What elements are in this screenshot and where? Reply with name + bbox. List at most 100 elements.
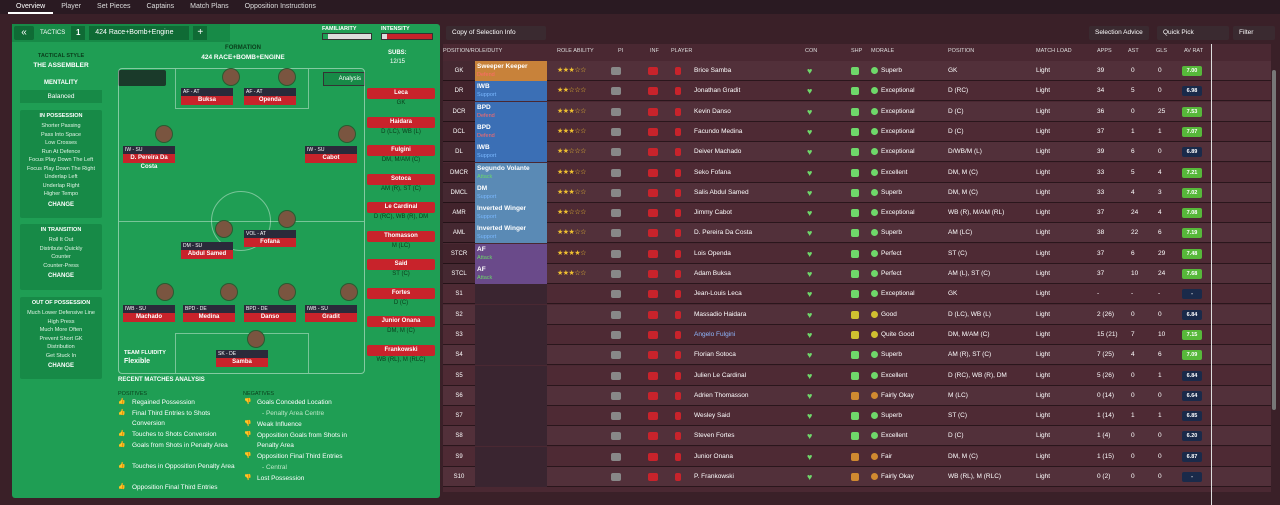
role-select[interactable]: Inverted Winger Support bbox=[475, 203, 547, 224]
player-role[interactable]: AF - AT bbox=[244, 88, 296, 96]
pitch-player[interactable]: VOL - AT Fofana bbox=[244, 230, 296, 247]
player-name[interactable]: Danso bbox=[244, 313, 296, 322]
role-select[interactable] bbox=[475, 467, 547, 487]
hol-badge[interactable] bbox=[648, 209, 658, 218]
player-name[interactable]: Brice Samba bbox=[694, 67, 732, 74]
player-role[interactable]: DM - SU bbox=[181, 242, 233, 250]
player-role[interactable]: IW - SU bbox=[305, 146, 357, 154]
sub-player[interactable]: Leca bbox=[367, 88, 435, 99]
selection-advice-button[interactable]: Selection Advice bbox=[1089, 26, 1149, 40]
player-info-icon[interactable] bbox=[611, 473, 621, 481]
tactic-slot-button[interactable]: 1 bbox=[71, 26, 86, 40]
player-role[interactable]: IWB - SU bbox=[305, 305, 357, 313]
hol-badge[interactable] bbox=[648, 148, 658, 157]
role-select[interactable]: AF Attack bbox=[475, 243, 547, 264]
tactic-select[interactable]: 424 Race+Bomb+Engine bbox=[89, 26, 190, 40]
player-info-icon[interactable] bbox=[611, 351, 621, 360]
player-role[interactable]: IW - SU bbox=[123, 146, 175, 154]
player-name[interactable]: Medina bbox=[183, 313, 235, 322]
player-name[interactable]: Machado bbox=[123, 313, 175, 322]
tab-captains[interactable]: Captains bbox=[146, 3, 175, 10]
hol-badge[interactable] bbox=[648, 473, 658, 481]
hol-badge[interactable] bbox=[648, 249, 658, 258]
role-select[interactable]: BPD Defend bbox=[475, 101, 547, 122]
player-info-icon[interactable] bbox=[611, 87, 621, 96]
back-icon[interactable]: « bbox=[14, 26, 34, 40]
player-info-icon[interactable] bbox=[611, 452, 621, 461]
player-info-icon[interactable] bbox=[611, 188, 621, 197]
player-role[interactable]: BPD - DE bbox=[183, 305, 235, 313]
player-name[interactable]: Fofana bbox=[244, 238, 296, 247]
player-info-icon[interactable] bbox=[611, 107, 621, 116]
sub-player[interactable]: Haidara bbox=[367, 116, 435, 128]
sub-player[interactable]: Frankowski bbox=[367, 344, 435, 356]
role-select[interactable] bbox=[475, 385, 547, 406]
player-role[interactable]: SK - DE bbox=[216, 350, 268, 358]
change-possession-button[interactable]: CHANGE bbox=[47, 201, 74, 208]
player-name[interactable]: Lois Openda bbox=[694, 249, 731, 257]
pitch-player[interactable]: IWB - SU Machado bbox=[123, 305, 175, 322]
role-select[interactable] bbox=[475, 304, 547, 325]
tab-opposition-instructions[interactable]: Opposition Instructions bbox=[244, 3, 316, 10]
mentality-select[interactable]: Balanced bbox=[20, 90, 102, 103]
hol-badge[interactable] bbox=[648, 432, 658, 441]
pitch-player[interactable]: DM - SU Abdul Samed bbox=[181, 242, 233, 259]
analysis-title[interactable]: RECENT MATCHES ANALYSIS bbox=[118, 377, 205, 383]
player-name[interactable]: Seko Fofana bbox=[694, 168, 731, 176]
column-header[interactable]: POSITION/ROLE/DUTY bbox=[443, 48, 503, 54]
player-info-icon[interactable] bbox=[611, 270, 621, 278]
player-name[interactable]: Cabot bbox=[305, 154, 357, 163]
hol-badge[interactable] bbox=[648, 229, 658, 238]
role-select[interactable]: AF Attack bbox=[475, 264, 547, 284]
player-name[interactable]: Wesley Said bbox=[694, 412, 731, 420]
role-select[interactable]: DM Support bbox=[475, 182, 547, 203]
player-role[interactable]: VOL - AT bbox=[244, 230, 296, 238]
column-header[interactable]: GLS bbox=[1156, 48, 1168, 54]
sub-player[interactable]: Junior Onana bbox=[367, 316, 435, 327]
hol-badge[interactable] bbox=[648, 67, 658, 75]
role-select[interactable] bbox=[475, 406, 547, 427]
hol-badge[interactable] bbox=[648, 351, 658, 360]
player-name[interactable]: Abdul Samed bbox=[181, 250, 233, 259]
player-info-icon[interactable] bbox=[611, 168, 621, 177]
role-select[interactable] bbox=[475, 345, 547, 366]
player-name[interactable]: Facundo Medina bbox=[694, 127, 743, 135]
player-name[interactable]: Jimmy Cabot bbox=[694, 209, 732, 217]
hol-badge[interactable] bbox=[648, 290, 658, 299]
column-header[interactable]: CON bbox=[805, 48, 818, 54]
column-header[interactable]: PLAYER bbox=[671, 48, 693, 54]
player-info-icon[interactable] bbox=[611, 412, 621, 421]
view-select[interactable]: Copy of Selection Info bbox=[446, 26, 546, 40]
column-header[interactable]: POSITION bbox=[948, 48, 975, 54]
change-oop-button[interactable]: CHANGE bbox=[47, 363, 74, 369]
role-select[interactable]: Sweeper Keeper Defend bbox=[475, 61, 547, 81]
style-name[interactable]: THE ASSEMBLER bbox=[33, 62, 89, 69]
sub-player[interactable]: Sotoca bbox=[367, 173, 435, 185]
pitch-player[interactable]: IWB - SU Gradit bbox=[305, 305, 357, 322]
player-name[interactable]: Buksa bbox=[181, 96, 233, 105]
player-name[interactable]: Deiver Machado bbox=[694, 148, 742, 156]
player-info-icon[interactable] bbox=[611, 229, 621, 238]
role-select[interactable]: Segundo Volante Attack bbox=[475, 162, 547, 183]
hol-badge[interactable] bbox=[648, 412, 658, 421]
player-role[interactable]: IWB - SU bbox=[123, 305, 175, 313]
role-select[interactable]: Inverted Winger Support bbox=[475, 223, 547, 244]
player-info-icon[interactable] bbox=[611, 310, 621, 319]
column-header[interactable]: ROLE ABILITY bbox=[557, 48, 594, 54]
player-name[interactable]: Salis Abdul Samed bbox=[694, 188, 749, 196]
sub-player[interactable]: Thomasson bbox=[367, 230, 435, 242]
column-header[interactable]: SHP bbox=[851, 48, 863, 54]
column-header[interactable]: APPS bbox=[1097, 48, 1112, 54]
player-name[interactable]: Adam Buksa bbox=[694, 270, 731, 277]
player-name[interactable]: D. Pereira Da Costa bbox=[123, 154, 175, 170]
player-name[interactable]: Florian Sotoca bbox=[694, 351, 736, 359]
hol-badge[interactable] bbox=[648, 87, 658, 96]
player-name[interactable]: Jonathan Gradit bbox=[694, 87, 741, 95]
hol-badge[interactable] bbox=[648, 310, 658, 319]
player-info-icon[interactable] bbox=[611, 290, 621, 299]
scrollbar[interactable] bbox=[1272, 70, 1276, 410]
player-name[interactable]: Junior Onana bbox=[694, 452, 734, 460]
pitch-player[interactable]: BPD - DE Danso bbox=[244, 305, 296, 322]
role-select[interactable] bbox=[475, 324, 547, 345]
role-select[interactable]: IWB Support bbox=[475, 81, 547, 102]
